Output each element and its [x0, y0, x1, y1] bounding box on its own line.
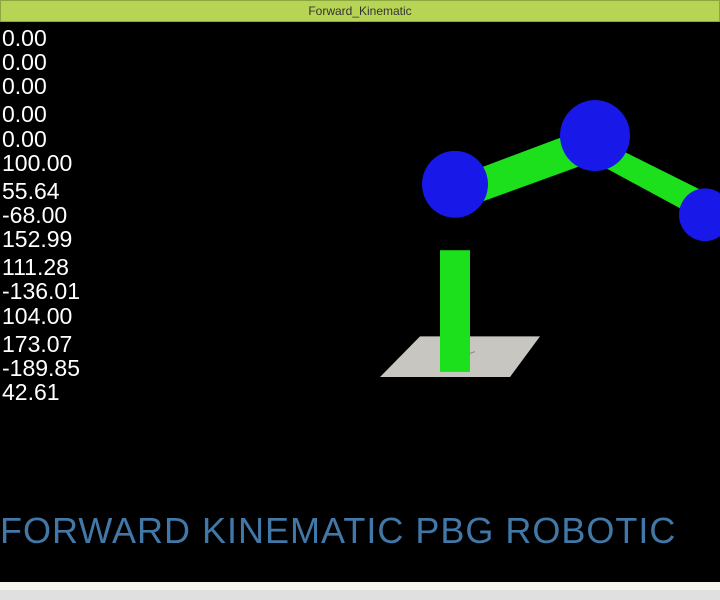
readout-value: 0.00 — [2, 127, 80, 151]
readout-value: 111.28 — [2, 255, 80, 279]
readout-value: 42.61 — [2, 380, 80, 404]
readout-value: -189.85 — [2, 356, 80, 380]
readout-value: 0.00 — [2, 50, 80, 74]
window-title: Forward_Kinematic — [308, 4, 411, 18]
readout-value: 100.00 — [2, 151, 80, 175]
readout-group: 0.000.00100.00 — [2, 102, 80, 174]
readout-value: -68.00 — [2, 203, 80, 227]
readout-value: 152.99 — [2, 227, 80, 251]
readout-value: -136.01 — [2, 279, 80, 303]
app-window: Forward_Kinematic 0.000.000.000.000.0010… — [0, 0, 720, 590]
banner-text: FORWARD KINEMATIC PBG ROBOTIC — [0, 510, 676, 552]
readout-group: 173.07-189.8542.61 — [2, 332, 80, 404]
titlebar[interactable]: Forward_Kinematic — [0, 0, 720, 22]
readout-value: 0.00 — [2, 26, 80, 50]
readout-value: 104.00 — [2, 304, 80, 328]
readout-value: 55.64 — [2, 179, 80, 203]
viewport-3d[interactable]: 0.000.000.000.000.00100.0055.64-68.00152… — [0, 22, 720, 590]
readout-group: 0.000.000.00 — [2, 26, 80, 98]
robot-scene — [0, 22, 720, 590]
joint-1 — [560, 100, 630, 171]
readout-group: 111.28-136.01104.00 — [2, 255, 80, 327]
coordinate-readout: 0.000.000.000.000.00100.0055.64-68.00152… — [2, 26, 80, 408]
joint-0 — [422, 151, 488, 218]
readout-value: 0.00 — [2, 74, 80, 98]
bottom-edge — [0, 582, 720, 590]
readout-value: 173.07 — [2, 332, 80, 356]
readout-group: 55.64-68.00152.99 — [2, 179, 80, 251]
readout-value: 0.00 — [2, 102, 80, 126]
link-0 — [440, 250, 470, 372]
